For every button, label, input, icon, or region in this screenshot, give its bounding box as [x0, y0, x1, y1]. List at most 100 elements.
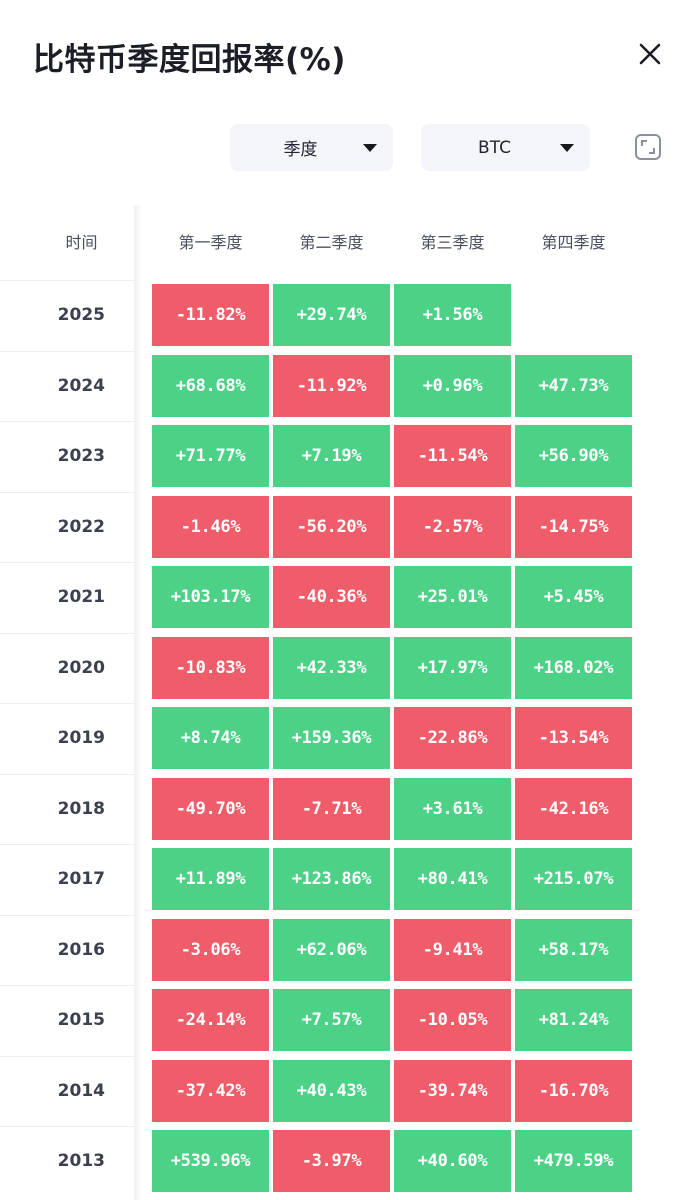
return-cell[interactable]: -37.42%: [152, 1059, 269, 1122]
return-cell[interactable]: +479.59%: [515, 1130, 632, 1192]
return-cell[interactable]: +68.68%: [152, 354, 269, 417]
return-cell[interactable]: +159.36%: [273, 707, 390, 769]
year-label: 2023: [57, 446, 105, 466]
row-divider: [0, 985, 135, 986]
return-cell[interactable]: -40.36%: [273, 566, 390, 628]
returns-table: 时间 第一季度 第二季度 第三季度 第四季度 2025 -11.82% +29.74…: [0, 205, 695, 1200]
return-cell[interactable]: -3.06%: [152, 918, 269, 981]
year-column: [0, 205, 135, 1200]
return-cell[interactable]: -24.14%: [152, 989, 269, 1051]
return-cell[interactable]: +40.43%: [273, 1059, 390, 1122]
table-header: 时间 第一季度 第二季度 第三季度 第四季度: [0, 205, 695, 280]
row-divider: [0, 562, 135, 563]
return-cell[interactable]: +71.77%: [152, 425, 269, 487]
row-divider: [0, 1126, 135, 1127]
expand-button[interactable]: [634, 133, 662, 161]
row-divider: [0, 280, 135, 281]
coin-select[interactable]: BTC: [421, 124, 590, 171]
return-cell[interactable]: +3.61%: [394, 777, 511, 840]
return-cell[interactable]: +58.17%: [515, 918, 632, 981]
return-cell[interactable]: -42.16%: [515, 777, 632, 840]
year-label: 2021: [57, 587, 105, 607]
row-divider: [0, 632, 135, 634]
return-cell[interactable]: +103.17%: [152, 566, 269, 628]
return-cell[interactable]: +62.06%: [273, 918, 390, 981]
table-row: 2015 -24.14% +7.57% -10.05% +81.24%: [0, 985, 695, 1056]
return-cell[interactable]: -16.70%: [515, 1059, 632, 1122]
return-cell[interactable]: +7.57%: [273, 989, 390, 1051]
return-cell[interactable]: -22.86%: [394, 707, 511, 769]
return-cell[interactable]: -10.83%: [152, 636, 269, 699]
table-row: 2017 +11.89% +123.86% +80.41% +215.07%: [0, 844, 695, 915]
year-label: 2018: [57, 798, 105, 819]
year-label: 2025: [57, 305, 105, 325]
return-cell[interactable]: +8.74%: [152, 707, 269, 769]
quarter-header: 第二季度: [299, 233, 364, 252]
row-divider: [0, 350, 135, 352]
table-row: 2020 -10.83% +42.33% +17.97% +168.02%: [0, 633, 695, 704]
table-row: 2021 +103.17% -40.36% +25.01% +5.45%: [0, 562, 695, 633]
return-cell[interactable]: +40.60%: [394, 1130, 511, 1192]
return-cell[interactable]: +539.96%: [152, 1130, 269, 1192]
return-cell[interactable]: -13.54%: [515, 707, 632, 769]
return-cell[interactable]: -11.92%: [273, 354, 390, 417]
row-divider: [0, 773, 135, 775]
table-row: 2024 +68.68% -11.92% +0.96% +47.73%: [0, 351, 695, 422]
return-cell[interactable]: +168.02%: [515, 636, 632, 699]
return-cell[interactable]: -3.97%: [273, 1130, 390, 1192]
return-cell[interactable]: -1.46%: [152, 495, 269, 558]
return-cell[interactable]: +11.89%: [152, 848, 269, 910]
return-cell[interactable]: +5.45%: [515, 566, 632, 628]
table-row: 2016 -3.06% +62.06% -9.41% +58.17%: [0, 915, 695, 986]
quarter-header: 第三季度: [420, 233, 485, 252]
year-label: 2020: [57, 657, 105, 678]
period-select[interactable]: 季度: [230, 124, 393, 171]
expand-icon: [635, 134, 661, 160]
return-cell[interactable]: -9.41%: [394, 918, 511, 981]
period-select-label: 季度: [283, 140, 318, 160]
return-cell[interactable]: +80.41%: [394, 848, 511, 910]
quarter-header: 第四季度: [541, 233, 606, 252]
return-cell[interactable]: +0.96%: [394, 354, 511, 417]
return-cell[interactable]: +29.74%: [273, 284, 390, 346]
return-cell[interactable]: +7.19%: [273, 425, 390, 487]
year-label: 2024: [57, 375, 105, 396]
return-cell[interactable]: +81.24%: [515, 989, 632, 1051]
return-cell[interactable]: +56.90%: [515, 425, 632, 487]
return-cell[interactable]: +17.97%: [394, 636, 511, 699]
return-cell[interactable]: +25.01%: [394, 566, 511, 628]
return-cell[interactable]: +215.07%: [515, 848, 632, 910]
return-cell[interactable]: -11.82%: [152, 284, 269, 346]
year-label: 2013: [57, 1151, 105, 1171]
year-label: 2017: [57, 869, 105, 889]
return-cell[interactable]: -2.57%: [394, 495, 511, 558]
row-divider: [0, 844, 135, 845]
year-label: 2019: [57, 728, 105, 748]
table-row: 2013 +539.96% -3.97% +40.60% +479.59%: [0, 1126, 695, 1197]
row-divider: [0, 703, 135, 704]
return-cell[interactable]: -10.05%: [394, 989, 511, 1051]
row-divider: [0, 421, 135, 422]
table-row: 2023 +71.77% +7.19% -11.54% +56.90%: [0, 421, 695, 492]
frozen-column-shadow: [134, 205, 142, 1200]
coin-select-label: BTC: [478, 137, 511, 158]
return-cell[interactable]: +42.33%: [273, 636, 390, 699]
return-cell[interactable]: -49.70%: [152, 777, 269, 840]
return-cell[interactable]: -56.20%: [273, 495, 390, 558]
caret-down-icon: [363, 143, 377, 152]
page-title: 比特币季度回报率(%): [33, 42, 346, 78]
year-label: 2015: [57, 1010, 105, 1030]
return-cell[interactable]: +123.86%: [273, 848, 390, 910]
return-cell[interactable]: -11.54%: [394, 425, 511, 487]
close-button[interactable]: [636, 40, 664, 68]
close-icon: [639, 43, 661, 65]
table-row: 2014 -37.42% +40.43% -39.74% -16.70%: [0, 1056, 695, 1127]
return-cell[interactable]: -39.74%: [394, 1059, 511, 1122]
return-cell[interactable]: +47.73%: [515, 354, 632, 417]
return-cell[interactable]: +1.56%: [394, 284, 511, 346]
return-cell[interactable]: -7.71%: [273, 777, 390, 840]
return-cell[interactable]: -14.75%: [515, 495, 632, 558]
row-divider: [0, 1055, 135, 1057]
table-row: 2025 -11.82% +29.74% +1.56%: [0, 280, 695, 351]
